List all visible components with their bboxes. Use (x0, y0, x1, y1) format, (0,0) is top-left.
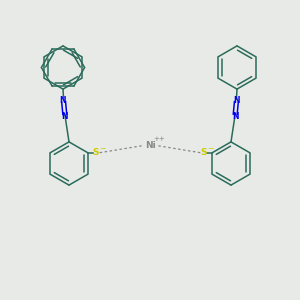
Text: Ni: Ni (145, 141, 155, 150)
Text: N: N (232, 112, 239, 121)
Text: N: N (234, 96, 240, 105)
Text: −: − (207, 144, 213, 153)
Text: N: N (61, 112, 68, 121)
Text: −: − (99, 144, 105, 153)
Text: ++: ++ (153, 136, 165, 142)
Text: S: S (201, 148, 207, 157)
Text: S: S (93, 148, 99, 157)
Text: N: N (60, 96, 66, 105)
